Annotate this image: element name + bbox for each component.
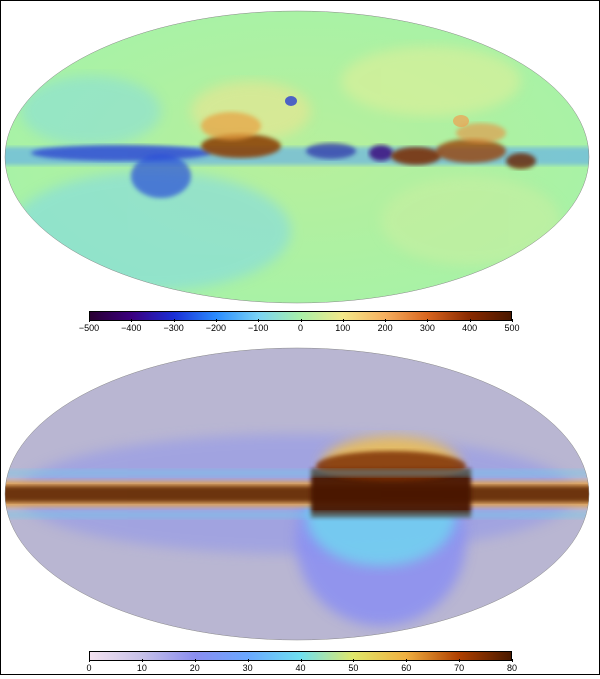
colorbar-tick-mark — [512, 659, 513, 662]
colorbar-tick-label: 30 — [242, 663, 253, 673]
colorbar-tick-label: −300 — [163, 323, 184, 333]
colorbar-tick-label: 0 — [86, 663, 92, 673]
colorbar-tick-mark — [406, 659, 408, 662]
colorbar-tick-mark — [427, 319, 429, 322]
top-colorbar-ticks: −500 −400 −300 −200 −100 0 100 200 300 400 500 — [79, 319, 520, 339]
colorbar-tick-mark — [247, 659, 249, 662]
colorbar-tick-label: 300 — [419, 323, 435, 333]
colorbar-tick-label: 20 — [189, 663, 200, 673]
colorbar-tick-label: −100 — [248, 323, 269, 333]
colorbar-tick-label: 60 — [401, 663, 412, 673]
top-sky-map — [4, 10, 590, 304]
bottom-sky-map — [4, 347, 590, 641]
colorbar-tick-label: 10 — [136, 663, 147, 673]
colorbar-tick-label: 40 — [295, 663, 306, 673]
colorbar-tick-label: −500 — [78, 323, 100, 333]
colorbar-tick-mark — [215, 319, 217, 322]
colorbar-tick-label: −400 — [121, 323, 142, 333]
colorbar-tick-label: 200 — [377, 323, 393, 333]
colorbar-tick-label: 400 — [462, 323, 478, 333]
colorbar-tick-mark — [300, 319, 302, 322]
colorbar-tick-mark — [342, 319, 344, 322]
colorbar-tick-label: 80 — [506, 663, 518, 673]
colorbar-tick-label: −200 — [205, 323, 227, 333]
colorbar-tick-mark — [194, 659, 196, 662]
colorbar-tick-label: 100 — [335, 323, 351, 333]
bottom-colorbar-ticks: 0 10 20 30 40 50 60 70 80 — [86, 659, 517, 679]
colorbar-tick-mark — [89, 319, 90, 322]
colorbar-tick-label: 0 — [297, 323, 304, 333]
colorbar-tick-mark — [300, 659, 302, 662]
colorbar-tick-mark — [258, 319, 260, 322]
colorbar-tick-label: 50 — [348, 663, 359, 673]
colorbar-tick-mark — [173, 319, 175, 322]
bottom-panel: 0 10 20 30 40 50 60 70 80 — [1, 341, 600, 676]
colorbar-tick-mark — [385, 319, 387, 322]
colorbar-tick-mark — [469, 319, 471, 322]
colorbar-tick-mark — [459, 659, 461, 662]
colorbar-tick-mark — [512, 319, 513, 322]
colorbar-tick-label: 500 — [504, 323, 520, 333]
top-panel: −500 −400 −300 −200 −100 0 100 200 300 400 500 — [1, 1, 600, 336]
colorbar-tick-mark — [141, 659, 143, 662]
colorbar-tick-mark — [131, 319, 133, 322]
colorbar-tick-label: 70 — [454, 663, 465, 673]
colorbar-tick-mark — [89, 659, 90, 662]
colorbar-tick-mark — [353, 659, 355, 662]
